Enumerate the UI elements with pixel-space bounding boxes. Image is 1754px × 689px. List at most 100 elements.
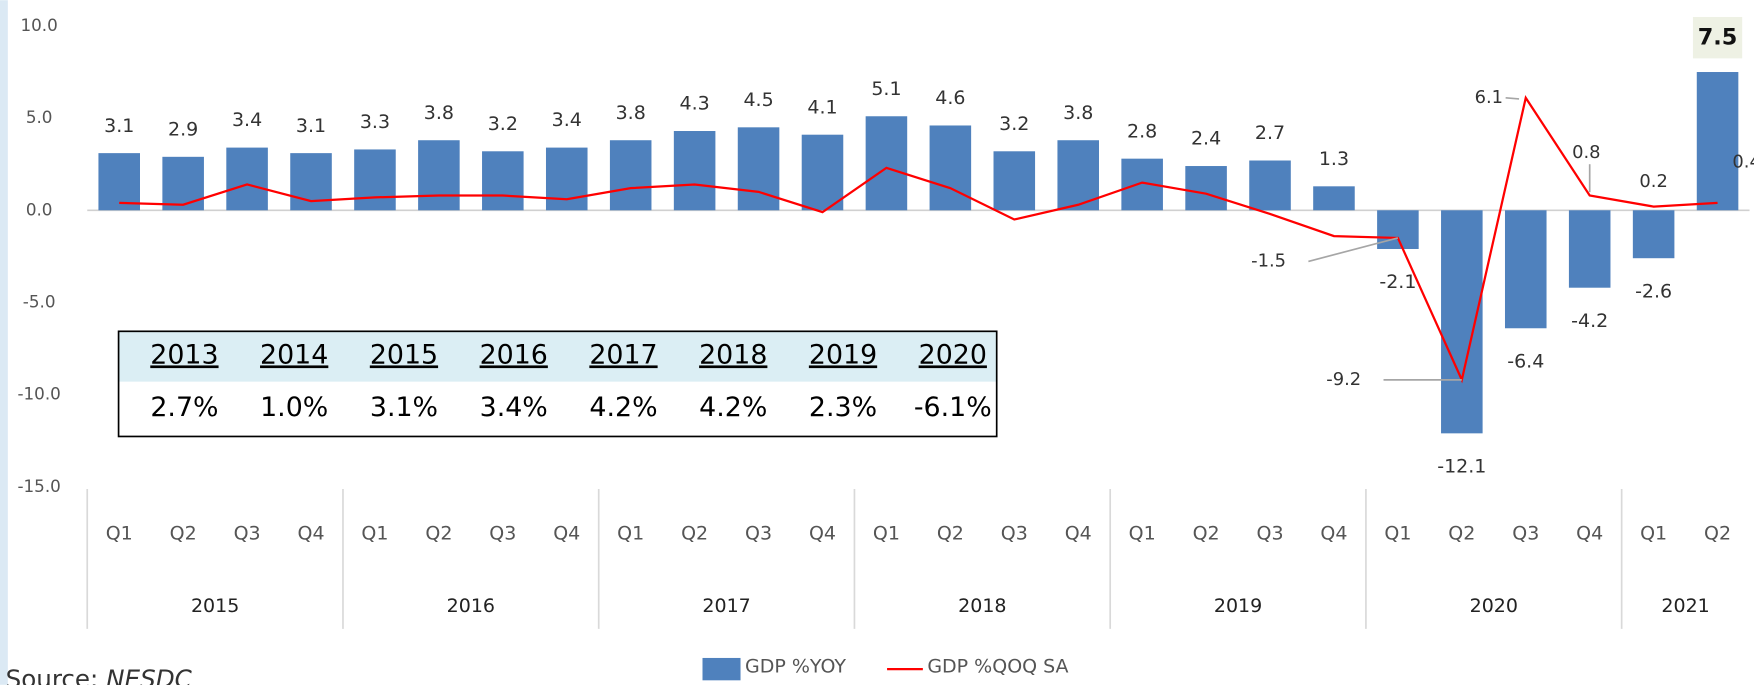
left-border (0, 0, 8, 685)
line-value-label: 0.2 (1639, 171, 1667, 192)
qoq-line (119, 95, 1718, 384)
group-label: 2021 (1661, 595, 1709, 617)
group-label: 2017 (702, 595, 750, 617)
y-tick-label: 5.0 (26, 107, 53, 127)
bar (545, 147, 588, 211)
bar-value-label: 4.6 (935, 87, 965, 109)
leader-line (1308, 237, 1399, 263)
bar (98, 153, 140, 211)
legend-label: GDP %QOQ SA (927, 655, 1068, 677)
line-value-label: 0.4 (1732, 152, 1754, 173)
y-tick-label: -15.0 (17, 476, 60, 496)
x-tick-label: Q1 (361, 522, 388, 544)
bar-value-label: 3.4 (552, 109, 582, 131)
bar (482, 151, 524, 211)
bar-value-label: 3.2 (488, 113, 518, 135)
x-tick-label: Q4 (809, 522, 836, 544)
bar (609, 140, 652, 211)
table-header: 2016 (480, 339, 548, 370)
table-cell: 4.2% (699, 392, 767, 423)
table-cell: 3.1% (370, 392, 438, 423)
table-border (117, 330, 998, 438)
bar-value-label: -2.6 (1635, 280, 1672, 302)
table-header: 2013 (150, 339, 218, 370)
table-header: 2019 (809, 339, 877, 370)
x-tick-label: Q1 (617, 522, 644, 544)
group-label: 2019 (1214, 595, 1262, 617)
table-header: 2014 (260, 339, 328, 370)
bar-value-label: -4.2 (1571, 310, 1608, 332)
source-name: NESDC (106, 664, 192, 685)
bar (929, 125, 972, 211)
table-cell: 1.0% (260, 392, 328, 423)
bar (1696, 72, 1739, 211)
bar-value-label: -6.4 (1507, 350, 1544, 372)
group-label: 2020 (1470, 595, 1518, 617)
bar (801, 134, 844, 211)
bar-value-label: 3.3 (360, 111, 390, 133)
x-tick-label: Q4 (553, 522, 580, 544)
bar-value-label: 3.8 (1063, 102, 1093, 124)
bar-value-label: 2.7 (1255, 122, 1285, 144)
bar (1185, 166, 1227, 211)
bar (1057, 140, 1100, 211)
x-tick-label: Q3 (1512, 522, 1539, 544)
x-tick-label: Q2 (1193, 522, 1220, 544)
bar-value-label: 7.5 (1698, 25, 1738, 51)
y-tick-label: 0.0 (26, 199, 53, 219)
bar-value-label: 3.4 (232, 109, 262, 131)
bar (1632, 210, 1675, 259)
source: Source: NESDC (6, 664, 193, 685)
x-tick-label: Q1 (106, 522, 133, 544)
table-cell: -6.1% (914, 392, 992, 423)
x-tick-label: Q4 (297, 522, 324, 544)
legend-swatch (702, 657, 741, 681)
bar (1504, 210, 1547, 329)
x-tick-label: Q3 (745, 522, 772, 544)
leader-line (1505, 96, 1520, 100)
line-value-label: 0.8 (1572, 142, 1600, 163)
bar (226, 147, 268, 211)
bar (1377, 210, 1419, 249)
table-cell: 3.4% (480, 392, 548, 423)
bar-value-label: 4.5 (743, 89, 773, 111)
bar (993, 151, 1036, 211)
x-tick-label: Q1 (873, 522, 900, 544)
x-tick-label: Q4 (1576, 522, 1603, 544)
bar-value-label: 4.3 (680, 93, 710, 115)
group-label: 2016 (447, 595, 495, 617)
line-value-label: -1.5 (1251, 250, 1286, 271)
x-tick-label: Q3 (489, 522, 516, 544)
x-tick-label: Q2 (425, 522, 452, 544)
y-tick-label: -5.0 (23, 291, 56, 311)
bar-value-label: -2.1 (1379, 271, 1416, 293)
bar-value-label: 5.1 (871, 78, 901, 100)
x-tick-label: Q2 (1448, 522, 1475, 544)
bar-value-label: -12.1 (1437, 455, 1486, 477)
x-tick-label: Q2 (170, 522, 197, 544)
table-cell: 4.2% (589, 392, 657, 423)
x-tick-label: Q2 (1704, 522, 1731, 544)
line-value-label: 6.1 (1475, 87, 1503, 108)
bar-value-label: 4.1 (807, 96, 837, 118)
bar-value-label: 3.8 (424, 102, 454, 124)
x-tick-label: Q3 (1001, 522, 1028, 544)
bar (737, 127, 780, 211)
y-tick-label: 10.0 (20, 15, 57, 35)
table-header: 2018 (699, 339, 767, 370)
x-tick-label: Q3 (1257, 522, 1284, 544)
x-tick-label: Q1 (1384, 522, 1411, 544)
x-tick-label: Q4 (1065, 522, 1092, 544)
bar (1441, 210, 1483, 434)
bar-value-label: 2.4 (1191, 128, 1221, 150)
bar (673, 131, 716, 211)
legend-label: GDP %YOY (745, 655, 846, 677)
table-header: 2015 (370, 339, 438, 370)
group-label: 2018 (958, 595, 1006, 617)
bar (354, 149, 396, 211)
x-tick-label: Q2 (937, 522, 964, 544)
table-cell: 2.7% (150, 392, 218, 423)
bar (162, 156, 204, 211)
bar (1568, 210, 1611, 288)
